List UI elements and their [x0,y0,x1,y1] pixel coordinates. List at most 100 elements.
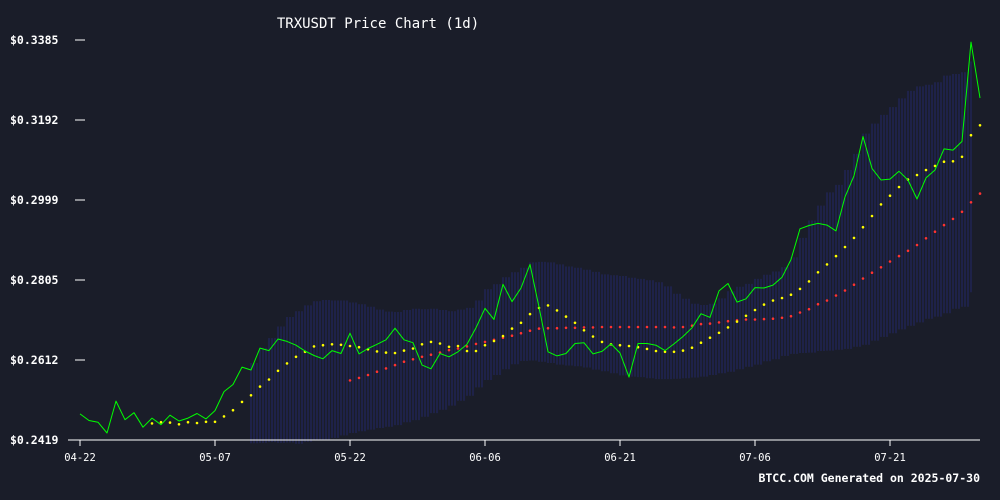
y-tick-label: $0.2612 [10,353,58,367]
x-tick-label: 07-06 [739,452,771,464]
y-tick-label: $0.3192 [10,113,58,127]
ma50-point [564,326,568,330]
ma20-point [510,327,514,330]
ma50-point [807,307,811,311]
ma20-point [447,345,451,349]
ma20-point [699,341,703,345]
ma50-point [915,243,919,247]
ma50-point [627,325,631,329]
ma20-point [384,351,388,354]
ma50-point [384,367,388,370]
ma50-point [924,237,928,240]
ma20-point [933,164,937,168]
ma50-point [942,223,946,227]
ma50-point [744,318,748,321]
ma50-point [357,376,361,380]
ma50-point [528,329,532,333]
ma20-point [519,321,523,325]
x-tick-label: 07-21 [874,452,906,464]
ma50-point [708,322,712,325]
ma20-point [789,293,793,297]
ma20-point [672,350,676,354]
ma20-point [528,312,532,316]
ma50-point [636,325,640,329]
ma20-point [321,343,325,347]
ma50-point [753,318,757,321]
ma50-point [699,322,703,326]
ma20-point [222,415,226,418]
ma50-point [375,370,379,374]
ma20-point [690,346,694,350]
ma20-point [294,355,298,359]
ma20-point [618,343,622,347]
ma20-point [681,349,685,352]
ma50-point [600,325,604,329]
ma20-point [726,326,730,329]
ma20-point [312,345,316,348]
ma20-point [240,400,244,404]
ma20-point [177,423,181,426]
ma20-point [186,420,190,424]
ma50-point [870,271,874,275]
ma20-point [915,173,919,177]
bollinger-band-layer [250,61,972,444]
ma20-point [348,344,352,348]
ma20-point [411,347,415,350]
ma20-point [582,329,586,332]
ma20-point [393,351,397,355]
ma20-point [159,420,163,424]
ma20-point [888,194,892,197]
ma50-point [879,266,883,269]
ma50-point [681,325,685,329]
ma50-point [762,317,766,321]
ma20-point [708,336,712,340]
ma20-point [429,340,433,344]
ma20-point [861,225,865,229]
ma20-point [276,369,280,373]
ma50-point [519,331,523,335]
ma50-point [978,192,982,195]
ma20-point [357,345,361,349]
ma20-point [645,347,649,351]
ma20-point [897,185,901,189]
ma20-point [573,321,577,325]
ma20-point [438,342,442,345]
ma20-point [951,160,955,163]
ma20-point [600,340,604,344]
ma20-point [375,350,379,353]
x-tick-label: 04-22 [64,452,96,464]
ma20-series [150,124,982,426]
ma20-point [978,124,982,127]
ma20-point [231,408,235,412]
ma20-point [483,343,487,347]
ma50-point [717,321,721,324]
ma20-point [771,299,775,302]
ma20-point [213,420,217,424]
ma50-point [906,249,910,253]
ma20-point [744,314,748,318]
ma20-point [420,343,424,346]
price-series [79,41,981,434]
ma20-point [879,203,883,206]
x-axis-ticks: 04-22 05-07 05-22 06-06 06-21 07-06 07-21 [64,440,906,464]
ma50-point [483,340,487,344]
ma50-point [888,260,892,263]
ma20-point [150,422,154,425]
ma50-point [852,283,856,287]
ma20-point [924,168,928,172]
ma50-point [582,326,586,329]
y-tick-label: $0.2999 [10,193,59,207]
x-tick-label: 05-07 [199,452,231,464]
ma20-point [780,296,784,300]
ma50-point [897,254,901,258]
ma20-point [852,236,856,240]
ma50-point [618,325,622,329]
ma20-point [663,350,667,354]
ma50-point [465,345,469,348]
ma20-point [762,303,766,306]
ma20-point [339,343,343,347]
ma20-point [753,308,757,312]
ma50-series [348,192,982,382]
ma20-point [474,349,478,353]
